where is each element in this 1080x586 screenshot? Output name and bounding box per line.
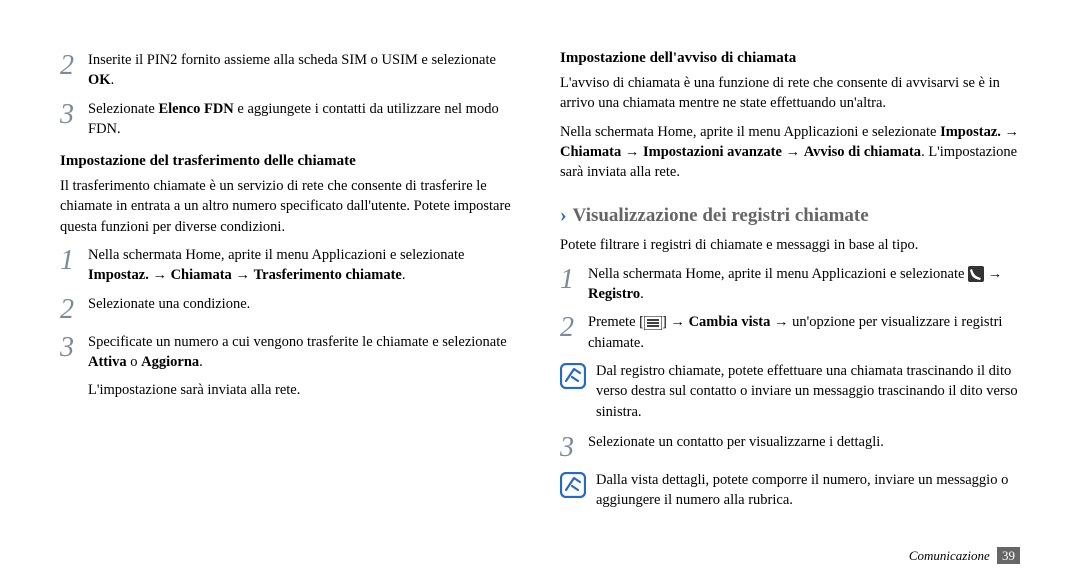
step-number: 3 xyxy=(560,432,588,462)
step-number: 3 xyxy=(60,99,88,129)
body-logs: Potete filtrare i registri di chiamate e… xyxy=(560,235,1020,255)
step-b1: 1 Nella schermata Home, aprite il menu A… xyxy=(560,264,1020,305)
note-swipe: Dal registro chiamate, potete effettuare… xyxy=(560,361,1020,422)
step-text: Selezionate una condizione. xyxy=(88,294,520,314)
step-text: Nella schermata Home, aprite il menu App… xyxy=(588,264,1020,305)
note-details: Dalla vista dettagli, potete comporre il… xyxy=(560,470,1020,511)
step-text: Premete [] → Cambia vista → un'opzione p… xyxy=(588,312,1020,353)
step-a3: 3 Specificate un numero a cui vengono tr… xyxy=(60,332,520,373)
chevron-icon: › xyxy=(560,204,567,227)
menu-icon xyxy=(644,316,662,330)
step-text: Inserite il PIN2 fornito assieme alla sc… xyxy=(88,50,520,91)
footer-label: Comunicazione xyxy=(909,548,990,563)
note-text: Dalla vista dettagli, potete comporre il… xyxy=(596,470,1020,511)
step-b2: 2 Premete [] → Cambia vista → un'opzione… xyxy=(560,312,1020,353)
page-number: 39 xyxy=(997,547,1020,564)
right-column: Impostazione dell'avviso di chiamata L'a… xyxy=(560,50,1020,566)
note-icon xyxy=(560,472,586,498)
body-waiting-path: Nella schermata Home, aprite il menu App… xyxy=(560,122,1020,183)
phone-icon xyxy=(968,266,984,282)
step-number: 2 xyxy=(560,312,588,342)
step-number: 1 xyxy=(60,245,88,275)
step-2: 2 Inserite il PIN2 fornito assieme alla … xyxy=(60,50,520,91)
subheading-waiting: Impostazione dell'avviso di chiamata xyxy=(560,50,1020,67)
step-3: 3 Selezionate Elenco FDN e aggiungete i … xyxy=(60,99,520,140)
step-number: 3 xyxy=(60,332,88,362)
left-column: 2 Inserite il PIN2 fornito assieme alla … xyxy=(60,50,520,566)
step-a2: 2 Selezionate una condizione. xyxy=(60,294,520,324)
step-text: Selezionate un contatto per visualizzarn… xyxy=(588,432,1020,452)
subheading-forwarding: Impostazione del trasferimento delle chi… xyxy=(60,153,520,170)
step-text: Nella schermata Home, aprite il menu App… xyxy=(88,245,520,286)
step-number: 1 xyxy=(560,264,588,294)
body-waiting: L'avviso di chiamata è una funzione di r… xyxy=(560,73,1020,114)
section-heading-logs: › Visualizzazione dei registri chiamate xyxy=(560,204,1020,227)
note-icon xyxy=(560,363,586,389)
section-title: Visualizzazione dei registri chiamate xyxy=(573,205,869,227)
note-text: Dal registro chiamate, potete effettuare… xyxy=(596,361,1020,422)
step-text: Specificate un numero a cui vengono tras… xyxy=(88,332,520,373)
footer: Comunicazione 39 xyxy=(909,548,1020,564)
step-number: 2 xyxy=(60,50,88,80)
step-a1: 1 Nella schermata Home, aprite il menu A… xyxy=(60,245,520,286)
step-b3: 3 Selezionate un contatto per visualizza… xyxy=(560,432,1020,462)
step-text: Selezionate Elenco FDN e aggiungete i co… xyxy=(88,99,520,140)
step-number: 2 xyxy=(60,294,88,324)
body-sent: L'impostazione sarà inviata alla rete. xyxy=(88,380,520,400)
body-forwarding: Il trasferimento chiamate è un servizio … xyxy=(60,176,520,237)
